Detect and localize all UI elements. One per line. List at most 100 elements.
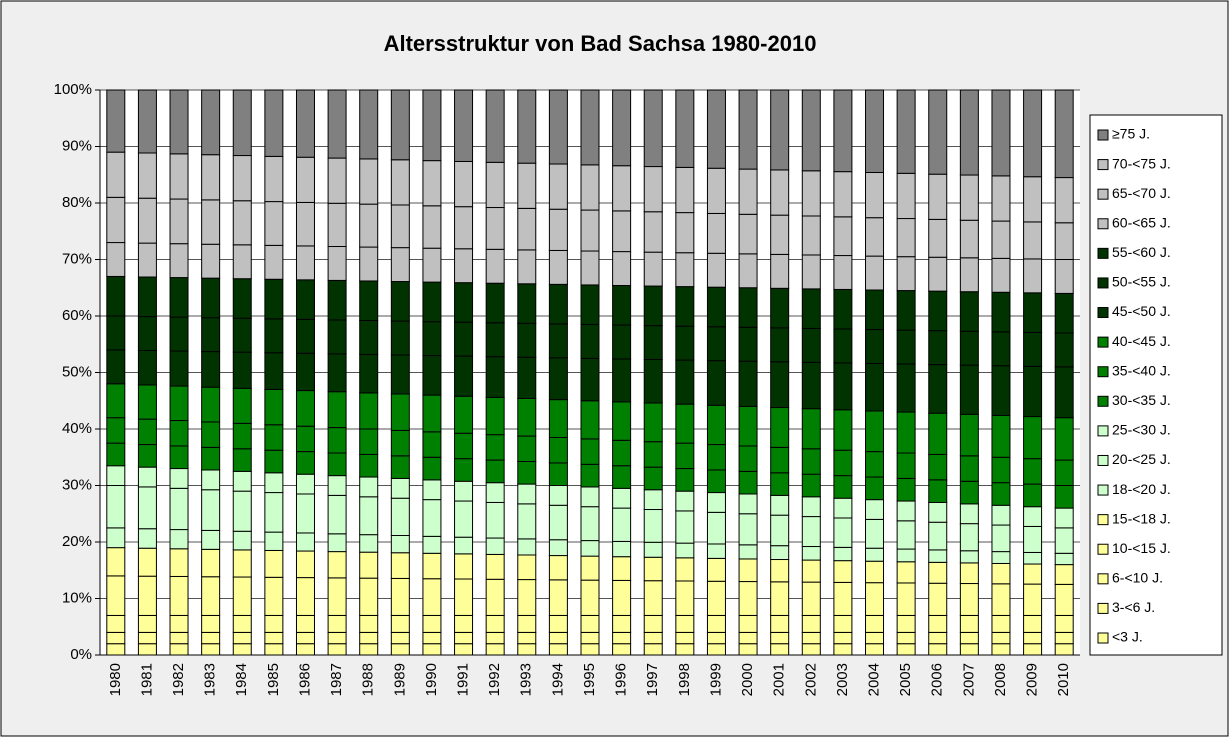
bar-segment — [1054, 177, 1074, 224]
bar-segment — [106, 614, 126, 633]
bar-segment — [232, 448, 252, 472]
bar-segment — [643, 359, 663, 404]
bar-segment — [359, 551, 379, 579]
bar-segment — [137, 631, 157, 645]
bar-segment — [422, 499, 442, 537]
bar-segment — [865, 217, 885, 257]
bar-segment — [137, 276, 157, 318]
legend-label: 15-<18 J. — [1112, 510, 1171, 526]
bar-segment — [232, 530, 252, 551]
bar-segment — [706, 444, 726, 471]
bar-segment — [454, 643, 474, 656]
bar-segment — [991, 562, 1011, 585]
bar-segment — [327, 643, 347, 656]
bar-segment — [517, 460, 537, 485]
bar-segment — [548, 163, 568, 210]
bar-segment — [801, 559, 821, 583]
bar-segment — [264, 278, 284, 320]
bar-segment — [485, 322, 505, 358]
bar-segment — [517, 643, 537, 656]
bar-segment — [390, 477, 410, 499]
bar-segment — [517, 356, 537, 399]
bar-segment — [137, 643, 157, 656]
bar-segment — [833, 255, 853, 290]
bar-segment — [706, 252, 726, 288]
bar-segment — [675, 490, 695, 512]
bar-segment — [675, 442, 695, 470]
bar-segment — [548, 539, 568, 557]
bar-segment — [390, 614, 410, 633]
bar-segment — [390, 429, 410, 457]
legend-swatch — [1097, 573, 1109, 585]
x-tick-label: 1996 — [613, 663, 630, 696]
bar-segment — [201, 548, 221, 578]
legend-label: 30-<35 J. — [1112, 392, 1171, 408]
y-tick-label: 50% — [62, 363, 92, 380]
bar-segment — [643, 89, 663, 168]
bar-segment — [454, 89, 474, 162]
bar-segment — [106, 89, 126, 153]
x-tick-label: 1982 — [170, 663, 187, 696]
bar-segment — [675, 286, 695, 327]
bar-segment — [232, 244, 252, 280]
bar-segment — [390, 320, 410, 356]
bar-segment — [264, 89, 284, 157]
bar-segment — [295, 318, 315, 354]
bar-segment — [548, 555, 568, 581]
bar-segment — [643, 580, 663, 616]
bar-segment — [865, 410, 885, 453]
bar-segment — [833, 643, 853, 656]
bar-segment — [201, 421, 221, 448]
legend-label: 10-<15 J. — [1112, 540, 1171, 556]
bar-segment — [390, 393, 410, 431]
bar-segment — [706, 511, 726, 545]
bar-segment — [896, 614, 916, 633]
bar-segment — [770, 643, 790, 656]
bar-segment — [390, 643, 410, 656]
bar-segment — [485, 501, 505, 539]
bar-segment — [454, 248, 474, 284]
x-tick-label: 1984 — [233, 663, 250, 696]
bar-segment — [991, 414, 1011, 458]
x-tick-label: 2003 — [834, 663, 851, 696]
bar-segment — [137, 444, 157, 468]
bar-segment — [327, 391, 347, 429]
legend-swatch — [1097, 514, 1109, 526]
bar-segment — [865, 582, 885, 616]
bar-segment — [675, 614, 695, 633]
bar-segment — [675, 643, 695, 656]
bar-segment — [928, 330, 948, 366]
bar-segment — [169, 316, 189, 352]
bar-segment — [1054, 292, 1074, 334]
bar-segment — [959, 643, 979, 656]
bar-segment — [738, 360, 758, 407]
bar-segment — [643, 643, 663, 656]
bar-segment — [359, 631, 379, 645]
bar-segment — [1054, 89, 1074, 179]
bar-segment — [1023, 583, 1043, 616]
bar-segment — [454, 614, 474, 633]
bar-segment — [991, 504, 1011, 526]
y-tick-label: 10% — [62, 589, 92, 606]
x-tick-label: 1988 — [360, 663, 377, 696]
bar-segment — [106, 442, 126, 467]
bar-segment — [137, 547, 157, 577]
bar-segment — [801, 288, 821, 329]
bar-segment — [232, 631, 252, 645]
bar-segment — [991, 257, 1011, 293]
bar-segment — [770, 214, 790, 255]
bar-segment — [738, 470, 758, 495]
bar-segment — [169, 548, 189, 577]
bar-segment — [485, 89, 505, 163]
bar-segment — [327, 279, 347, 321]
bar-segment — [801, 170, 821, 217]
bar-segment — [422, 479, 442, 501]
bar-segment — [991, 365, 1011, 416]
bar-segment — [201, 643, 221, 656]
bar-segment — [706, 212, 726, 254]
bar-segment — [295, 352, 315, 392]
legend-label: 20-<25 J. — [1112, 451, 1171, 467]
bar-segment — [801, 496, 821, 518]
bar-segment — [643, 614, 663, 633]
bar-segment — [801, 254, 821, 290]
